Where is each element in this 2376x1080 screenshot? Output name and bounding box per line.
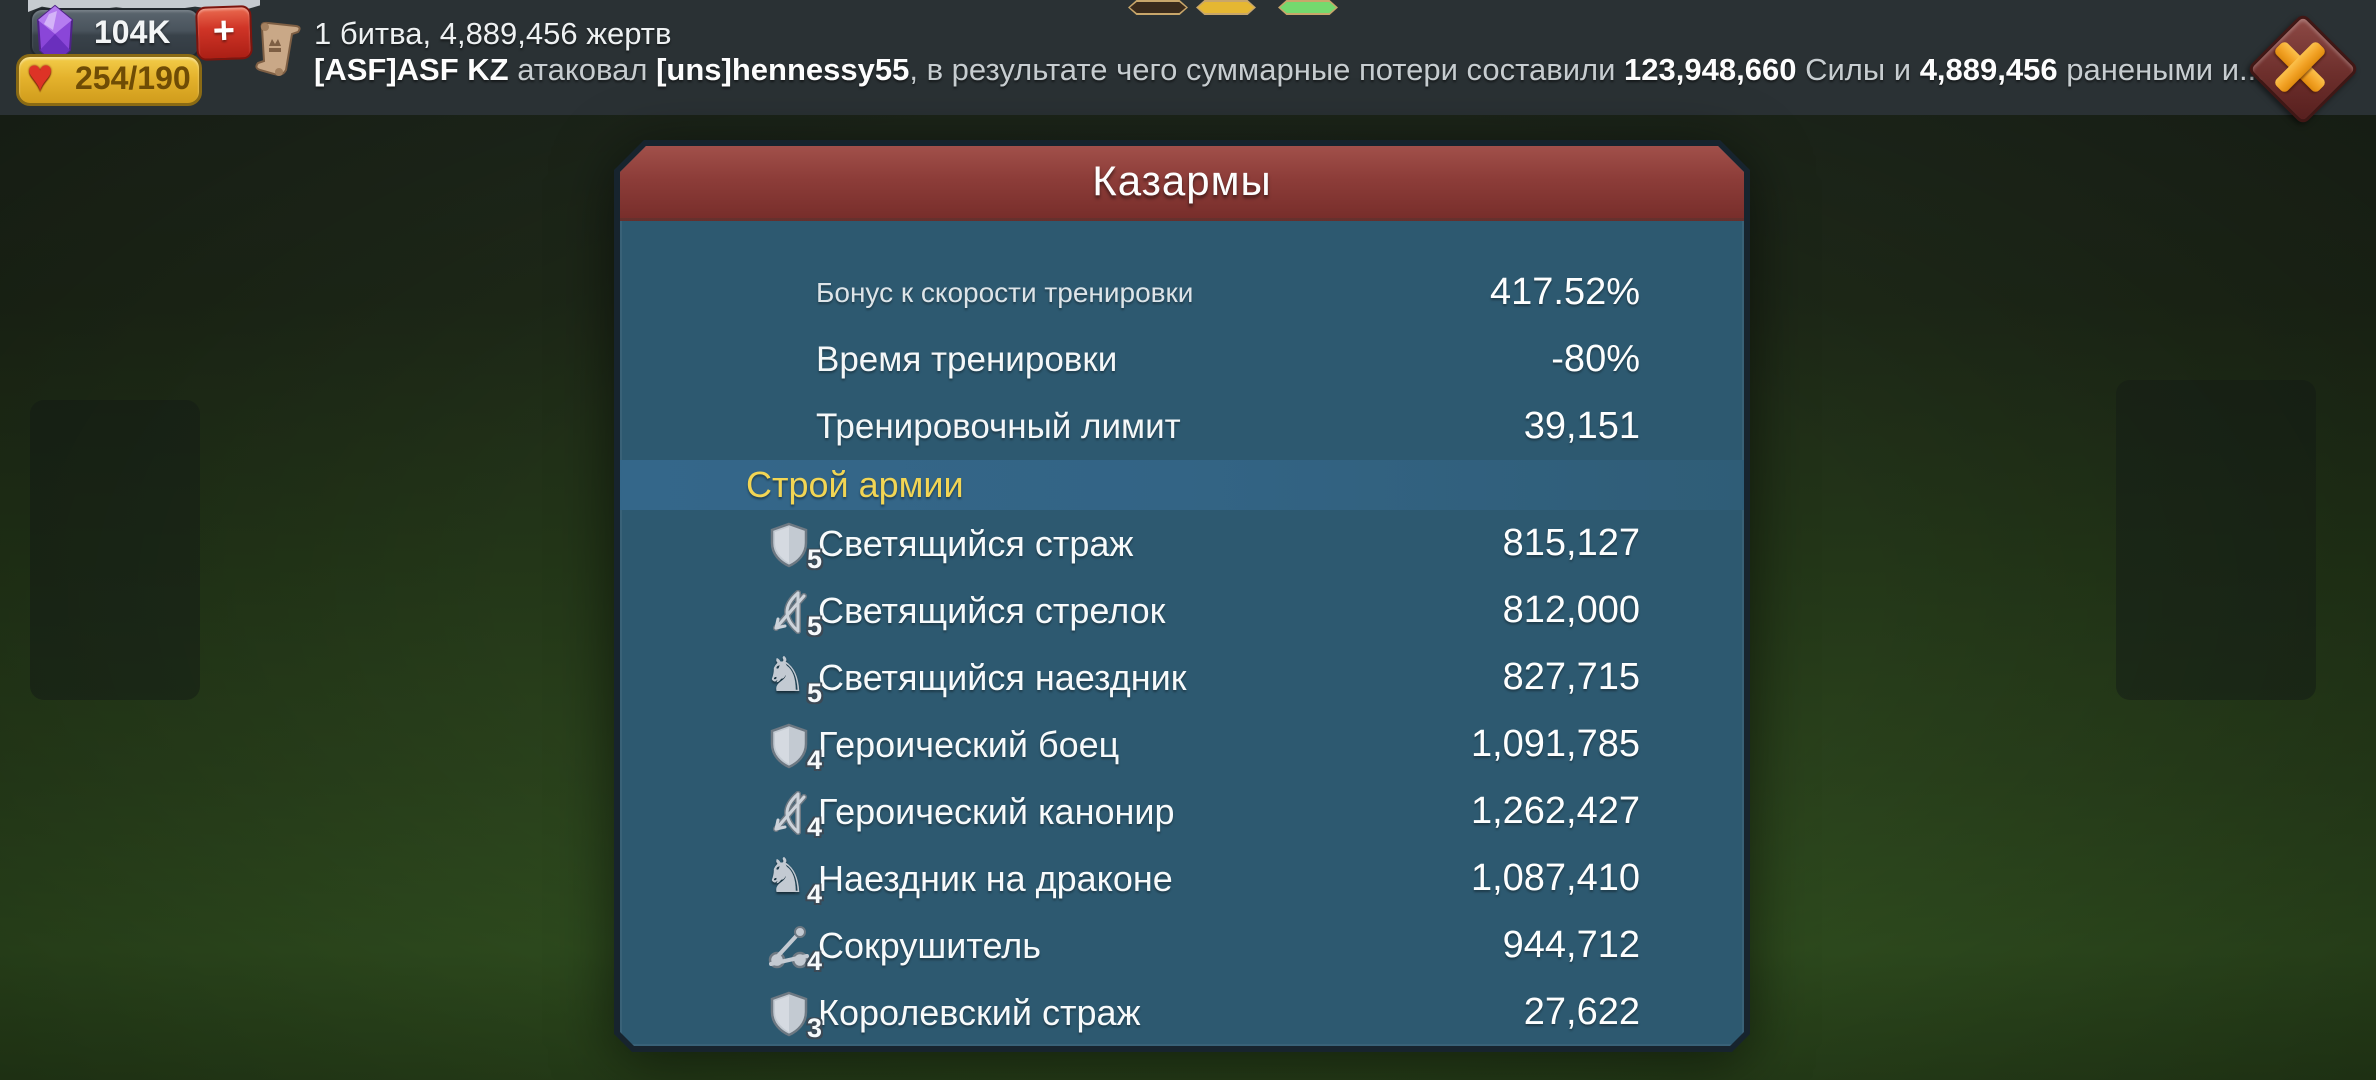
troop-row: ♞ 5 Светящийся наездник 827,715 — [764, 646, 1640, 708]
troop-name: Героический боец — [818, 723, 1120, 765]
troop-tier: 4 — [806, 878, 822, 909]
troop-count: 1,262,427 — [1470, 790, 1640, 832]
troop-name: Героический канонир — [818, 790, 1175, 832]
troop-tier: 5 — [806, 543, 822, 574]
troop-tier: 4 — [806, 744, 822, 775]
troop-count: 1,091,785 — [1470, 723, 1640, 765]
troop-row: 3 Королевский страж 27,622 — [620, 979, 1744, 1046]
troop-count: 1,087,410 — [1470, 857, 1640, 899]
stat-value: 39,151 — [1523, 405, 1640, 447]
report-detail: [ASF]ASF KZ атаковал [uns]hennessy55, в … — [314, 52, 2265, 87]
troop-name: Светящийся наездник — [818, 656, 1187, 698]
training-stats: Бонус к скорости тренировки 417.52% Врем… — [620, 221, 1744, 460]
ruin-silhouette-right — [2116, 380, 2316, 700]
stat-value: -80% — [1551, 338, 1640, 380]
troop-name: Королевский страж — [818, 991, 1141, 1033]
close-button[interactable] — [2246, 12, 2360, 126]
troop-tier: 4 — [806, 811, 822, 842]
battle-scroll-icon — [255, 21, 301, 76]
stat-row-training-time: Время тренировки -80% — [620, 326, 1744, 393]
hanging-banner-green[interactable] — [1278, 0, 1338, 15]
barracks-panel: Казармы Бонус к скорости тренировки 417.… — [614, 140, 1750, 1052]
panel-body: Казармы Бонус к скорости тренировки 417.… — [620, 146, 1744, 1046]
heart-counter[interactable]: ♥ 254/190 — [16, 51, 202, 106]
troop-list: 5 Светящийся страж 815,127 5 Светящийся … — [620, 510, 1744, 1046]
troop-count: 944,712 — [1502, 924, 1640, 966]
army-lineup-header: Строй армии — [620, 460, 1744, 510]
stat-label: Бонус к скорости тренировки — [816, 276, 1194, 308]
stat-row-training-limit: Тренировочный лимит 39,151 — [620, 393, 1744, 460]
ruin-silhouette-left — [30, 400, 200, 700]
panel-title: Казармы — [1092, 157, 1272, 204]
troop-count: 827,715 — [1502, 656, 1640, 698]
heart-count: 254/190 — [75, 60, 191, 96]
troop-tier: 4 — [806, 945, 822, 976]
troop-row: 4 Сокрушитель 944,712 — [620, 912, 1744, 979]
report-summary: 1 битва, 4,889,456 жертв — [314, 16, 672, 51]
troop-name: Светящийся страж — [818, 522, 1134, 564]
gem-counter[interactable]: 104K — [30, 4, 200, 66]
troop-row: 5 Светящийся стрелок 812,000 — [620, 577, 1744, 644]
troop-count: 815,127 — [1502, 522, 1640, 564]
gem-count: 104K — [94, 14, 171, 50]
troop-name: Светящийся стрелок — [818, 589, 1166, 631]
army-lineup-title: Строй армии — [746, 464, 964, 505]
troop-row: 4 Героический канонир 1,262,427 — [620, 778, 1744, 845]
troop-tier: 3 — [806, 1012, 822, 1043]
hanging-banner-gold[interactable] — [1196, 0, 1256, 15]
troop-tier: 5 — [806, 610, 822, 641]
stat-value: 417.52% — [1489, 271, 1640, 313]
troop-name: Сокрушитель — [818, 924, 1042, 966]
stat-label: Время тренировки — [816, 339, 1118, 379]
heart-icon: ♥ — [27, 51, 54, 100]
troop-row: 4 Героический боец 1,091,785 — [620, 711, 1744, 778]
close-icon — [2248, 14, 2352, 118]
hanging-banner-brown[interactable] — [1128, 0, 1188, 15]
troop-name: Наездник на драконе — [818, 857, 1173, 899]
troop-row: ♞ 4 Наездник на драконе 1,087,410 — [764, 847, 1640, 909]
troop-count: 812,000 — [1502, 589, 1640, 631]
stat-row-training-speed-bonus: Бонус к скорости тренировки 417.52% — [620, 259, 1744, 326]
add-gems-button[interactable]: + — [195, 5, 253, 61]
top-message-bar — [0, 0, 2376, 115]
troop-tier: 5 — [806, 677, 822, 708]
troop-count: 27,622 — [1523, 991, 1640, 1033]
panel-title-banner: Казармы — [620, 146, 1744, 221]
stat-label: Тренировочный лимит — [816, 406, 1181, 446]
troop-row: 5 Светящийся страж 815,127 — [620, 510, 1744, 577]
